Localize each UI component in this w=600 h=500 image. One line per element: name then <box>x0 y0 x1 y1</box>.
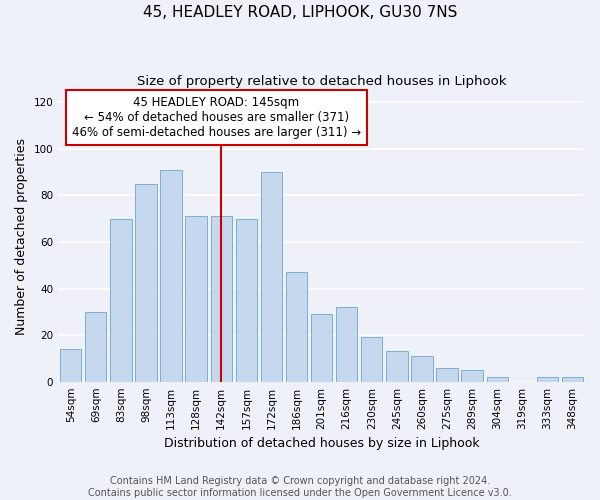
Bar <box>110 218 131 382</box>
Bar <box>236 218 257 382</box>
Text: 45, HEADLEY ROAD, LIPHOOK, GU30 7NS: 45, HEADLEY ROAD, LIPHOOK, GU30 7NS <box>143 5 457 20</box>
Bar <box>136 184 157 382</box>
Y-axis label: Number of detached properties: Number of detached properties <box>15 138 28 334</box>
Bar <box>160 170 182 382</box>
Bar <box>60 349 82 382</box>
Bar <box>386 352 407 382</box>
Bar <box>185 216 207 382</box>
Bar <box>211 216 232 382</box>
Text: 45 HEADLEY ROAD: 145sqm
← 54% of detached houses are smaller (371)
46% of semi-d: 45 HEADLEY ROAD: 145sqm ← 54% of detache… <box>71 96 361 140</box>
Bar <box>537 377 558 382</box>
Bar <box>361 338 382 382</box>
Title: Size of property relative to detached houses in Liphook: Size of property relative to detached ho… <box>137 75 506 88</box>
Text: Contains HM Land Registry data © Crown copyright and database right 2024.
Contai: Contains HM Land Registry data © Crown c… <box>88 476 512 498</box>
X-axis label: Distribution of detached houses by size in Liphook: Distribution of detached houses by size … <box>164 437 479 450</box>
Bar <box>487 377 508 382</box>
Bar <box>311 314 332 382</box>
Bar <box>336 307 358 382</box>
Bar <box>261 172 282 382</box>
Bar <box>436 368 458 382</box>
Bar <box>286 272 307 382</box>
Bar <box>562 377 583 382</box>
Bar <box>411 356 433 382</box>
Bar <box>85 312 106 382</box>
Bar <box>461 370 483 382</box>
